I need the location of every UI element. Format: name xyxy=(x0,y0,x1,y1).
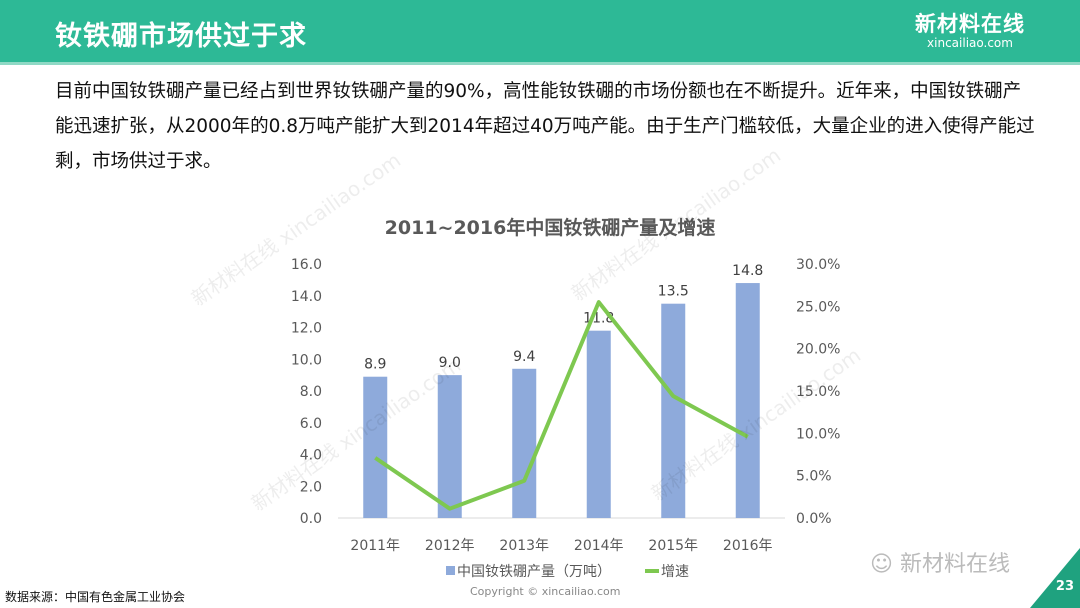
wechat-name: 新材料在线 xyxy=(899,552,1010,577)
legend-line-label: 增速 xyxy=(661,564,689,580)
bar-label: 9.0 xyxy=(439,355,461,371)
watermark: 新材料在线 xincailiao.com xyxy=(187,148,405,311)
y-right-tick: 15.0% xyxy=(796,384,840,400)
legend-line-swatch xyxy=(645,569,659,573)
y-left-tick: 14.0 xyxy=(291,289,322,305)
y-left-tick: 8.0 xyxy=(300,384,322,400)
y-left-tick: 16.0 xyxy=(291,257,322,273)
x-tick: 2014年 xyxy=(574,538,624,554)
header-bar xyxy=(0,0,1080,62)
logo-cn: 新材料在线 xyxy=(915,12,1025,36)
bar xyxy=(437,375,462,518)
wechat-account: ☺ 新材料在线 xyxy=(870,546,1010,578)
logo: 新材料在线 xincailiao.com xyxy=(915,8,1025,50)
header-divider xyxy=(0,62,1080,65)
bar-label: 14.8 xyxy=(732,263,763,279)
bar xyxy=(363,376,388,518)
chart-title: 2011~2016年中国钕铁硼产量及增速 xyxy=(385,216,716,239)
wechat-icon: ☺ xyxy=(870,552,893,577)
bar xyxy=(586,330,611,518)
body-paragraph: 目前中国钕铁硼产量已经占到世界钕铁硼产量的90%，高性能钕铁硼的市场份额也在不断… xyxy=(55,81,1035,172)
watermark: 新材料在线 xincailiao.com xyxy=(247,353,465,516)
logo-en: xincailiao.com xyxy=(927,36,1013,50)
bar-label: 13.5 xyxy=(658,284,689,300)
y-left-tick: 12.0 xyxy=(291,321,322,337)
page-number: 23 xyxy=(1055,579,1074,594)
y-right-tick: 30.0% xyxy=(796,257,840,273)
y-right-tick: 0.0% xyxy=(796,511,832,527)
y-left-tick: 4.0 xyxy=(300,448,322,464)
legend-bar-label: 中国钕铁硼产量（万吨） xyxy=(457,564,611,580)
y-right-tick: 10.0% xyxy=(796,426,840,442)
bar-label: 9.4 xyxy=(513,349,535,365)
bar xyxy=(735,283,760,518)
data-source: 数据来源：中国有色金属工业协会 xyxy=(5,590,186,604)
growth-line xyxy=(374,300,749,511)
copyright: Copyright © xincailiao.com xyxy=(470,585,621,598)
y-left-tick: 10.0 xyxy=(291,352,322,368)
bar xyxy=(512,368,537,518)
bar-label: 8.9 xyxy=(364,357,386,373)
x-tick: 2012年 xyxy=(425,538,475,554)
legend-bar-swatch xyxy=(446,566,455,575)
y-right-tick: 20.0% xyxy=(796,342,840,358)
x-tick: 2011年 xyxy=(350,538,400,554)
x-tick: 2013年 xyxy=(499,538,549,554)
page-title: 钕铁硼市场供过于求 xyxy=(55,21,307,52)
x-tick: 2015年 xyxy=(648,538,698,554)
y-left-tick: 2.0 xyxy=(300,479,322,495)
y-right-tick: 25.0% xyxy=(796,299,840,315)
bar xyxy=(661,303,686,518)
y-left-tick: 0.0 xyxy=(300,511,322,527)
y-right-tick: 5.0% xyxy=(796,469,832,485)
y-left-tick: 6.0 xyxy=(300,416,322,432)
x-tick: 2016年 xyxy=(723,538,773,554)
page-corner xyxy=(1030,548,1080,608)
